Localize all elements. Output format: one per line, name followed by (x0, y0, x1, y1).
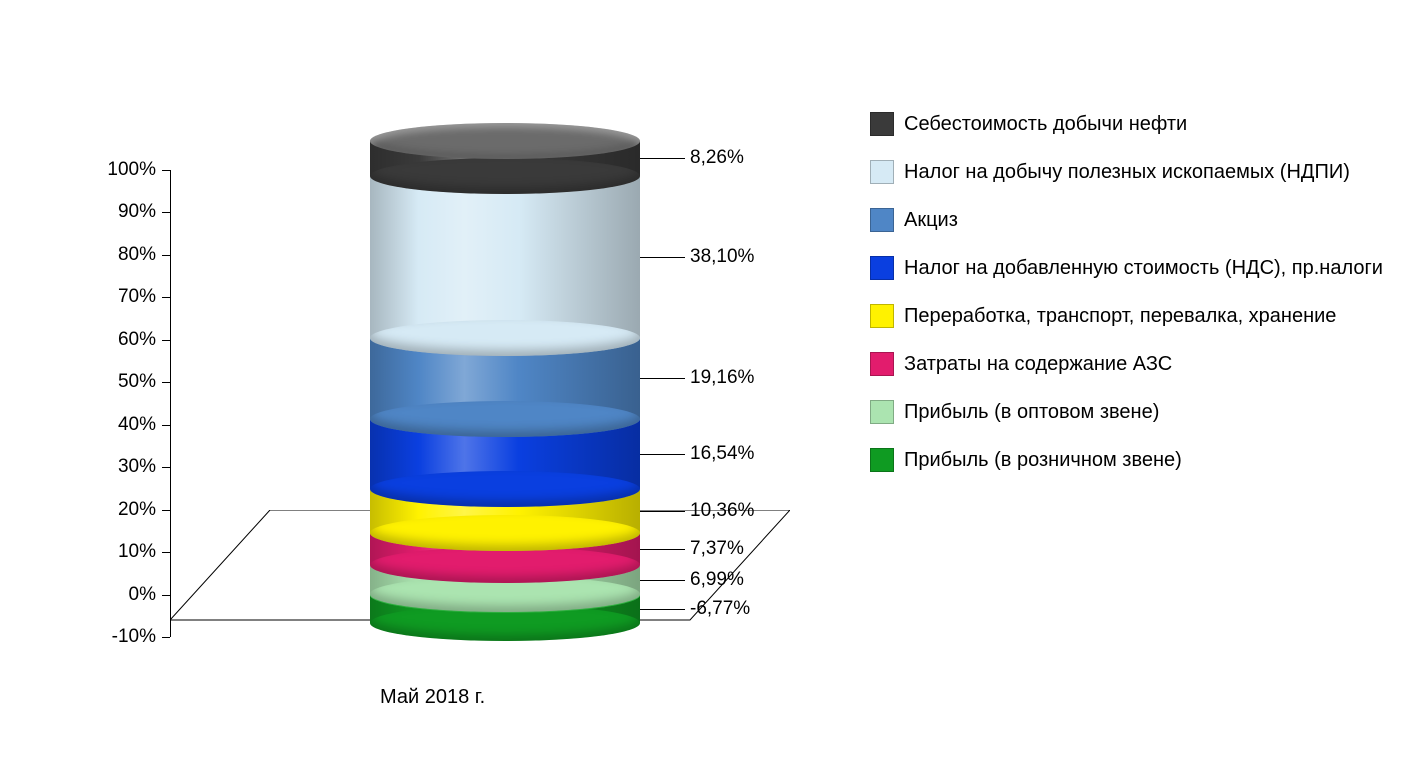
leader-line (640, 257, 685, 258)
legend-item: Прибыль (в оптовом звене) (870, 398, 1390, 426)
slice-met (370, 176, 640, 338)
legend-label: Себестоимость добычи нефти (904, 110, 1187, 138)
y-tick (162, 170, 170, 171)
legend-swatch (870, 256, 894, 280)
leader-line (640, 511, 685, 512)
value-label-vat: 16,54% (690, 443, 754, 465)
leader-line (640, 454, 685, 455)
y-tick (162, 510, 170, 511)
y-tick-label: 70% (80, 286, 156, 308)
legend-item: Переработка, транспорт, перевалка, хране… (870, 302, 1390, 330)
y-tick-label: 0% (80, 584, 156, 606)
leader-line (640, 580, 685, 581)
legend-swatch (870, 112, 894, 136)
legend-item: Прибыль (в розничном звене) (870, 446, 1390, 474)
slice-extraction_cost (370, 141, 640, 176)
y-tick (162, 212, 170, 213)
legend-item: Себестоимость добычи нефти (870, 110, 1390, 138)
legend-label: Налог на добавленную стоимость (НДС), пр… (904, 254, 1383, 282)
value-label-met: 38,10% (690, 246, 754, 268)
value-label-excise: 19,16% (690, 367, 754, 389)
y-tick-label: 30% (80, 456, 156, 478)
value-label-extraction_cost: 8,26% (690, 147, 744, 169)
leader-line (640, 378, 685, 379)
y-tick (162, 255, 170, 256)
x-axis-label: Май 2018 г. (380, 686, 485, 709)
y-tick-label: 60% (80, 329, 156, 351)
y-tick (162, 637, 170, 638)
legend-swatch (870, 448, 894, 472)
y-tick (162, 552, 170, 553)
legend-item: Затраты на содержание АЗС (870, 350, 1390, 378)
value-label-wholesale_profit: 6,99% (690, 569, 744, 591)
legend-label: Налог на добычу полезных ископаемых (НДП… (904, 158, 1350, 186)
y-axis (170, 170, 171, 637)
value-label-retail_profit: -6,77% (690, 598, 750, 620)
y-tick (162, 595, 170, 596)
legend-label: Переработка, транспорт, перевалка, хране… (904, 302, 1336, 330)
leader-line (640, 549, 685, 550)
value-label-station_costs: 7,37% (690, 538, 744, 560)
legend: Себестоимость добычи нефти Налог на добыч… (870, 110, 1390, 494)
y-tick (162, 297, 170, 298)
y-tick-label: 10% (80, 541, 156, 563)
legend-swatch (870, 352, 894, 376)
legend-swatch (870, 160, 894, 184)
value-label-processing: 10,36% (690, 500, 754, 522)
y-tick-label: -10% (80, 626, 156, 648)
y-tick-label: 50% (80, 371, 156, 393)
chart-stage: -10% 0% 10% 20% 30% 40% 50% 60% 70% 80% 90% 100% -6… (0, 0, 1425, 761)
leader-line (640, 609, 685, 610)
y-tick-label: 20% (80, 499, 156, 521)
y-tick (162, 467, 170, 468)
y-tick (162, 340, 170, 341)
y-tick-label: 80% (80, 244, 156, 266)
y-tick-label: 40% (80, 414, 156, 436)
legend-swatch (870, 304, 894, 328)
legend-label: Затраты на содержание АЗС (904, 350, 1172, 378)
legend-label: Прибыль (в оптовом звене) (904, 398, 1159, 426)
legend-swatch (870, 400, 894, 424)
legend-item: Налог на добавленную стоимость (НДС), пр… (870, 254, 1390, 282)
legend-item: Налог на добычу полезных ископаемых (НДП… (870, 158, 1390, 186)
y-tick-label: 100% (80, 159, 156, 181)
legend-label: Прибыль (в розничном звене) (904, 446, 1182, 474)
legend-swatch (870, 208, 894, 232)
legend-item: Акциз (870, 206, 1390, 234)
y-tick (162, 425, 170, 426)
leader-line (640, 158, 685, 159)
legend-label: Акциз (904, 206, 958, 234)
y-tick-label: 90% (80, 201, 156, 223)
y-tick (162, 382, 170, 383)
